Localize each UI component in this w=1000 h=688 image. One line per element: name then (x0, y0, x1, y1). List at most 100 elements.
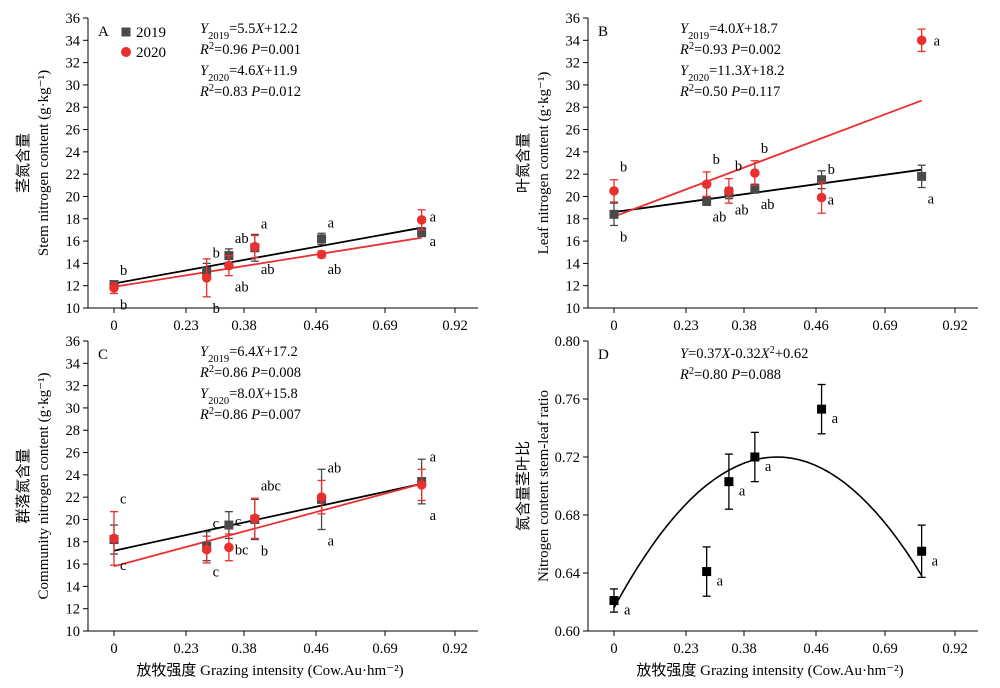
y-tick-label: 28 (66, 423, 81, 439)
data-point-ratio (917, 546, 927, 556)
significance-label: c (213, 516, 219, 532)
regression-equation: R2=0.93 P=0.002 (679, 41, 781, 59)
significance-label: b (761, 141, 768, 157)
data-point-2019 (817, 175, 827, 185)
y-tick-label: 32 (66, 56, 81, 72)
significance-label: ab (735, 203, 749, 219)
data-point-2020 (816, 192, 827, 203)
x-tick-label: 0.38 (731, 641, 756, 657)
y-tick-label: 0.72 (555, 450, 580, 466)
regression-equation: Y2020=4.6X+11.9 (200, 63, 297, 84)
y-tick-label: 26 (566, 123, 581, 139)
data-point-2020 (109, 283, 119, 293)
y-tick-label: 0.64 (555, 566, 581, 582)
y-axis-label-zh: 茎氮含量 (15, 133, 32, 193)
significance-label: a (934, 33, 941, 49)
regression-equation: Y2019=4.0X+18.7 (680, 21, 778, 42)
regression-equation: R2=0.80 P=0.088 (679, 366, 781, 384)
y-tick-label: 0.76 (555, 392, 580, 408)
panel-c: 10 12 14 16 18 20 22 24 26 28 30 32 34 36 0 0.23 0.38 0.4… (15, 334, 478, 657)
x-tick-label: 0.38 (731, 318, 756, 334)
y-tick-label: 10 (566, 301, 581, 317)
significance-label: c (120, 558, 126, 574)
x-tick-label: 0 (610, 318, 617, 334)
x-tick-label: 0 (110, 318, 117, 334)
data-point-2019 (702, 196, 712, 206)
data-point-2020 (416, 480, 427, 490)
y-tick-label: 36 (566, 11, 581, 27)
fit-line-2020 (113, 236, 422, 288)
significance-label: b (620, 229, 627, 245)
regression-equation: Y2020=11.3X+18.2 (680, 63, 785, 84)
significance-label: ab (713, 209, 727, 225)
data-point-2019 (917, 171, 927, 181)
regression-equation: R2=0.83 P=0.012 (199, 83, 301, 101)
x-tick-label: 0.46 (803, 318, 828, 334)
y-tick-label: 22 (566, 167, 581, 183)
data-point-2020 (916, 35, 927, 46)
y-axis-label-en: Community nitrogen content (g·kg⁻¹) (36, 373, 52, 600)
significance-label: c (120, 492, 126, 508)
y-tick-label: 22 (66, 490, 81, 506)
data-point-ratio (817, 404, 827, 414)
panel-letter: A (98, 24, 109, 40)
panel-letter: C (98, 347, 108, 363)
significance-label: abc (261, 478, 281, 494)
significance-label: b (261, 544, 268, 560)
significance-label: c (235, 514, 241, 530)
y-tick-label: 14 (66, 256, 81, 272)
y-tick-label: 26 (66, 446, 81, 462)
significance-label: b (120, 263, 127, 279)
y-tick-label: 24 (566, 145, 581, 161)
data-point-ratio (750, 452, 760, 462)
x-tick-label: 0.92 (442, 318, 467, 334)
data-point-2020 (609, 186, 619, 196)
regression-equation: Y=0.37X-0.32X2+0.62 (680, 345, 808, 363)
y-tick-label: 34 (566, 33, 581, 49)
y-tick-label: 14 (66, 579, 81, 595)
regression-equation: R2=0.86 P=0.007 (199, 406, 301, 424)
significance-label: a (832, 411, 839, 427)
fit-line-2019 (613, 168, 922, 213)
y-tick-label: 34 (66, 356, 81, 372)
data-point-2020 (316, 492, 327, 502)
data-point-2020 (701, 179, 712, 189)
x-tick-label: 0.69 (372, 318, 397, 334)
x-axis-label-left: 放牧强度 Grazing intensity (Cow.Au·hm⁻²) (136, 662, 403, 679)
x-tick-label: 0.23 (673, 641, 698, 657)
y-tick-label: 32 (566, 56, 581, 72)
y-tick-label: 24 (66, 468, 81, 484)
y-tick-label: 16 (66, 234, 81, 250)
y-axis-label-en: Leaf nitrogen content (g·kg⁻¹) (536, 72, 552, 255)
x-tick-label: 0.69 (872, 641, 897, 657)
legend-label: 2019 (136, 25, 166, 41)
y-axis-label-zh: 氮含量茎叶比 (515, 441, 532, 531)
fit-line-2020 (613, 99, 922, 218)
significance-label: ab (761, 197, 775, 213)
x-tick-label: 0.46 (803, 641, 828, 657)
y-tick-label: 16 (66, 557, 81, 573)
y-tick-label: 36 (66, 334, 81, 350)
significance-label: bc (235, 542, 249, 558)
significance-label: b (120, 298, 127, 314)
panel-a: 10 12 14 16 18 20 22 24 26 28 30 32 34 36 0 0.23 0.38 0.4… (15, 11, 478, 334)
data-point-2020 (224, 542, 234, 553)
x-tick-label: 0.38 (231, 641, 256, 657)
y-tick-label: 30 (66, 401, 81, 417)
y-tick-label: 30 (66, 78, 81, 94)
significance-label: a (430, 449, 437, 465)
data-point-2020 (224, 260, 234, 271)
y-tick-label: 24 (66, 145, 81, 161)
y-tick-label: 20 (66, 512, 81, 528)
regression-equation: R2=0.86 P=0.008 (199, 364, 301, 382)
y-tick-label: 28 (566, 100, 581, 116)
significance-label: a (328, 215, 335, 231)
data-point-2020 (724, 186, 734, 196)
y-tick-label: 0.80 (555, 334, 580, 350)
y-axis-label-en: Nitrogen content stem-leaf ratio (536, 390, 552, 582)
significance-label: b (620, 160, 627, 176)
y-tick-label: 18 (66, 212, 81, 228)
significance-label: b (213, 245, 220, 261)
significance-label: a (932, 553, 939, 569)
panel-d: 0.60 0.64 0.68 0.72 0.76 0.80 0 0.23 0.38 0.46 0.6… (515, 334, 978, 657)
